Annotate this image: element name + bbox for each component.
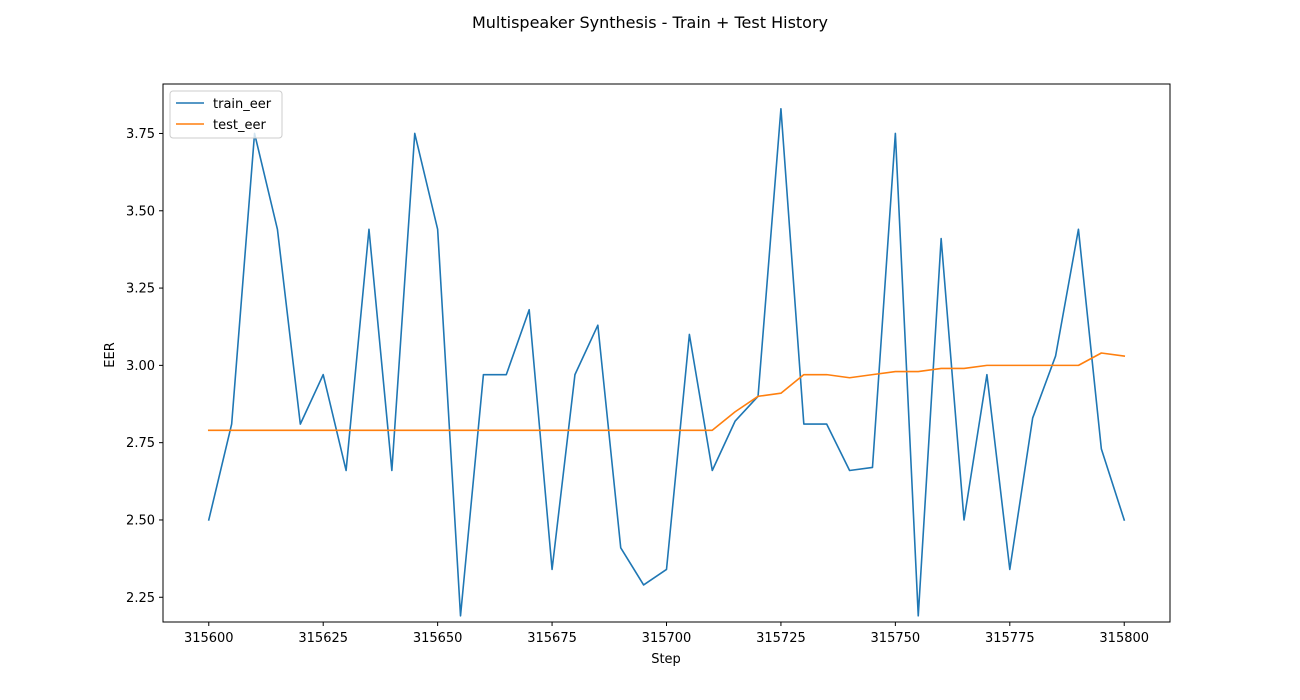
series-line-test-eer	[207, 352, 1126, 432]
legend-label-test-eer: test_eer	[213, 118, 266, 133]
series-line-train-eer	[207, 107, 1126, 617]
x-tick-label: 315675	[527, 631, 577, 646]
y-axis: 2.25 2.50 2.75 3.00 3.25 3.50 3.75	[126, 127, 163, 606]
x-tick-label: 315700	[642, 631, 692, 646]
y-axis-label: EER	[103, 342, 118, 367]
y-tick-label: 2.75	[126, 436, 155, 451]
x-tick-label: 315775	[985, 631, 1035, 646]
chart-title: Multispeaker Synthesis - Train + Test Hi…	[472, 13, 828, 32]
y-tick-label: 2.50	[126, 513, 155, 528]
x-axis-label: Step	[651, 652, 681, 667]
y-tick-label: 3.50	[126, 204, 155, 219]
legend: train_eer test_eer	[169, 90, 283, 139]
x-tick-label: 315625	[298, 631, 348, 646]
y-tick-label: 2.25	[126, 591, 155, 606]
plot-area	[163, 84, 1170, 622]
y-tick-label: 3.75	[126, 127, 155, 142]
legend-label-train-eer: train_eer	[213, 97, 272, 112]
y-tick-label: 3.25	[126, 282, 155, 297]
series-layer	[207, 107, 1126, 617]
x-tick-label: 315725	[756, 631, 806, 646]
x-tick-label: 315650	[413, 631, 463, 646]
x-axis: 315600 315625 315650 315675 315700 315725 3157…	[184, 622, 1149, 646]
x-tick-label: 315800	[1099, 631, 1149, 646]
x-tick-label: 315600	[184, 631, 234, 646]
y-tick-label: 3.00	[126, 359, 155, 374]
x-tick-label: 315750	[871, 631, 921, 646]
